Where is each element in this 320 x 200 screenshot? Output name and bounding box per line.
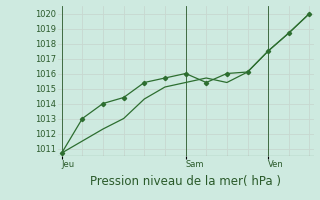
X-axis label: Pression niveau de la mer( hPa ): Pression niveau de la mer( hPa ) [90,175,281,188]
